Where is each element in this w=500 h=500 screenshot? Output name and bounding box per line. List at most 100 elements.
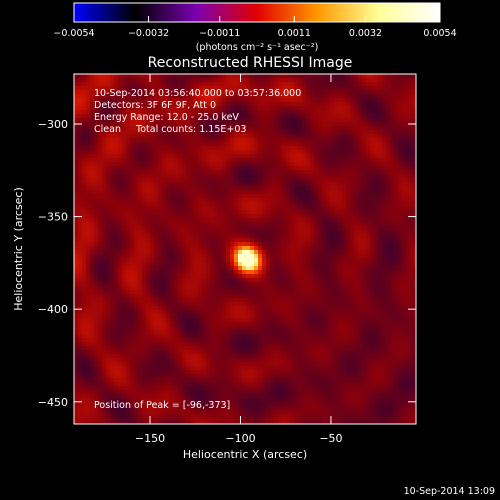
heatmap-cell bbox=[378, 214, 382, 218]
heatmap-cell bbox=[90, 298, 94, 302]
heatmap-cell bbox=[242, 238, 246, 242]
heatmap-cell bbox=[350, 94, 354, 98]
heatmap-cell bbox=[282, 218, 286, 222]
heatmap-cell bbox=[154, 302, 158, 306]
heatmap-cell bbox=[286, 170, 290, 174]
heatmap-cell bbox=[158, 214, 162, 218]
heatmap-cell bbox=[342, 190, 346, 194]
heatmap-cell bbox=[122, 98, 126, 102]
heatmap-cell bbox=[338, 198, 342, 202]
heatmap-cell bbox=[138, 154, 142, 158]
heatmap-cell bbox=[110, 138, 114, 142]
heatmap-cell bbox=[258, 258, 262, 262]
heatmap-cell bbox=[138, 150, 142, 154]
heatmap-cell bbox=[254, 162, 258, 166]
heatmap-cell bbox=[362, 74, 366, 78]
heatmap-cell bbox=[226, 162, 230, 166]
heatmap-cell bbox=[110, 182, 114, 186]
heatmap-cell bbox=[318, 234, 322, 238]
heatmap-cell bbox=[370, 206, 374, 210]
heatmap-cell bbox=[198, 282, 202, 286]
heatmap-cell bbox=[114, 78, 118, 82]
heatmap-cell bbox=[230, 258, 234, 262]
heatmap-cell bbox=[378, 234, 382, 238]
heatmap-cell bbox=[206, 178, 210, 182]
heatmap-cell bbox=[150, 278, 154, 282]
heatmap-cell bbox=[306, 278, 310, 282]
heatmap-cell bbox=[322, 146, 326, 150]
heatmap-cell bbox=[358, 162, 362, 166]
heatmap-cell bbox=[102, 86, 106, 90]
heatmap-cell bbox=[218, 230, 222, 234]
heatmap-cell bbox=[406, 190, 410, 194]
heatmap-cell bbox=[134, 278, 138, 282]
heatmap-cell bbox=[378, 174, 382, 178]
heatmap-cell bbox=[138, 134, 142, 138]
heatmap-cell bbox=[102, 202, 106, 206]
heatmap-cell bbox=[106, 218, 110, 222]
heatmap-cell bbox=[150, 198, 154, 202]
heatmap-cell bbox=[110, 254, 114, 258]
heatmap-cell bbox=[146, 290, 150, 294]
heatmap-cell bbox=[150, 290, 154, 294]
heatmap-cell bbox=[274, 78, 278, 82]
heatmap-cell bbox=[102, 230, 106, 234]
heatmap-cell bbox=[294, 94, 298, 98]
heatmap-cell bbox=[206, 242, 210, 246]
heatmap-cell bbox=[374, 214, 378, 218]
heatmap-cell bbox=[306, 102, 310, 106]
heatmap-cell bbox=[334, 218, 338, 222]
heatmap-cell bbox=[350, 186, 354, 190]
heatmap-cell bbox=[230, 282, 234, 286]
heatmap-cell bbox=[374, 74, 378, 78]
heatmap-cell bbox=[214, 222, 218, 226]
heatmap-cell bbox=[294, 82, 298, 86]
heatmap-cell bbox=[214, 134, 218, 138]
heatmap-cell bbox=[382, 174, 386, 178]
heatmap-cell bbox=[166, 146, 170, 150]
heatmap-cell bbox=[254, 174, 258, 178]
heatmap-cell bbox=[410, 130, 414, 134]
heatmap-cell bbox=[410, 150, 414, 154]
heatmap-cell bbox=[226, 258, 230, 262]
heatmap-cell bbox=[254, 74, 258, 78]
heatmap-cell bbox=[86, 166, 90, 170]
heatmap-cell bbox=[122, 274, 126, 278]
heatmap-cell bbox=[374, 118, 378, 122]
heatmap-cell bbox=[358, 154, 362, 158]
heatmap-cell bbox=[282, 154, 286, 158]
heatmap-cell bbox=[90, 162, 94, 166]
heatmap-cell bbox=[338, 170, 342, 174]
heatmap-cell bbox=[270, 150, 274, 154]
heatmap-cell bbox=[174, 262, 178, 266]
heatmap-cell bbox=[78, 226, 82, 230]
heatmap-cell bbox=[106, 234, 110, 238]
colorbar-tick-label: −0.0032 bbox=[128, 28, 169, 39]
heatmap-cell bbox=[358, 130, 362, 134]
heatmap-cell bbox=[202, 90, 206, 94]
heatmap-cell bbox=[406, 254, 410, 258]
heatmap-cell bbox=[294, 122, 298, 126]
heatmap-cell bbox=[306, 126, 310, 130]
heatmap-cell bbox=[382, 146, 386, 150]
heatmap-cell bbox=[306, 166, 310, 170]
heatmap-cell bbox=[222, 122, 226, 126]
heatmap-cell bbox=[262, 78, 266, 82]
heatmap-cell bbox=[78, 278, 82, 282]
heatmap-cell bbox=[330, 206, 334, 210]
heatmap-cell bbox=[182, 258, 186, 262]
heatmap-cell bbox=[142, 230, 146, 234]
heatmap-cell bbox=[378, 186, 382, 190]
heatmap-cell bbox=[414, 230, 416, 234]
heatmap-cell bbox=[170, 126, 174, 130]
heatmap-cell bbox=[278, 86, 282, 90]
heatmap-cell bbox=[246, 98, 250, 102]
heatmap-cell bbox=[270, 182, 274, 186]
heatmap-cell bbox=[310, 238, 314, 242]
heatmap-cell bbox=[282, 262, 286, 266]
heatmap-cell bbox=[98, 134, 102, 138]
heatmap-cell bbox=[78, 302, 82, 306]
heatmap-cell bbox=[134, 254, 138, 258]
heatmap-cell bbox=[346, 150, 350, 154]
heatmap-cell bbox=[102, 218, 106, 222]
